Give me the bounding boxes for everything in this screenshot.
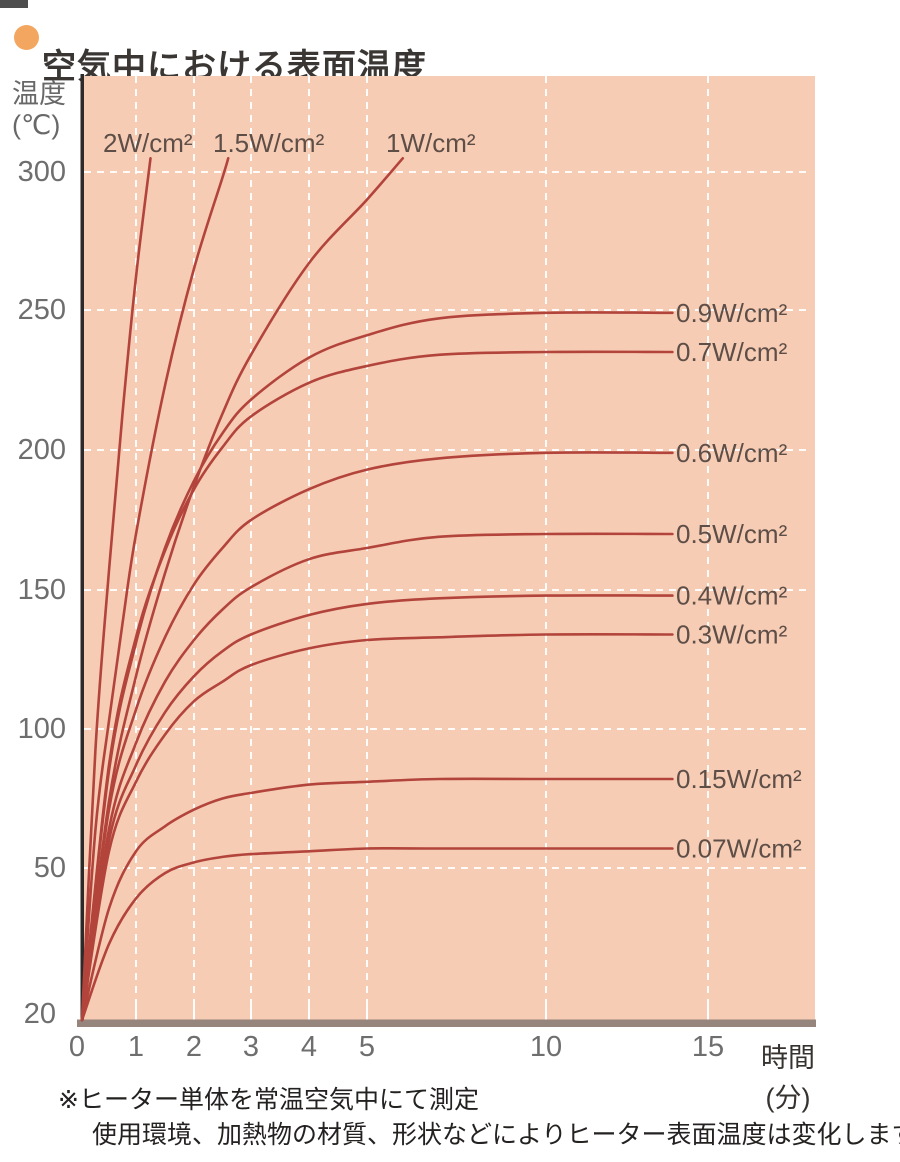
y-tick-label-50: 50 [34, 852, 66, 884]
curve-label-0-3w-cm: 0.3W/cm² [676, 619, 788, 649]
temp-curve-0-7w-cm [80, 350, 674, 1022]
title-bullet-icon [14, 25, 39, 50]
temp-curve-0-5w-cm [80, 532, 674, 1022]
x-axis-unit-label: 時間 [761, 1043, 815, 1073]
footnote-line-2: 使用環境、加熱物の材質、形状などによりヒーター表面温度は変化します。 [92, 1121, 900, 1149]
curve-label-2w-cm: 2W/cm² [103, 128, 193, 158]
temp-curve-0-07w-cm [80, 847, 674, 1022]
footnote-line-1: ※ヒーター単体を常温空気中にて測定 [58, 1086, 479, 1114]
screen-edge-artifact [0, 0, 28, 8]
curve-label-0-6w-cm: 0.6W/cm² [676, 438, 788, 468]
x-tick-mark-4 [308, 1006, 310, 1020]
temp-curve-1w-cm [80, 157, 405, 1022]
x-tick-mark-10 [545, 1006, 547, 1020]
curve-label-0-4w-cm: 0.4W/cm² [676, 581, 788, 611]
x-tick-label-5: 5 [359, 1031, 375, 1063]
curve-label-0-5w-cm: 0.5W/cm² [676, 519, 788, 549]
x-tick-mark-2 [193, 1006, 195, 1020]
y-tick-label-250: 250 [18, 294, 66, 326]
x-tick-label-10: 10 [530, 1031, 562, 1063]
x-axis-unit-minutes: (分) [765, 1083, 811, 1113]
y-tick-label-200: 200 [18, 434, 66, 466]
curve-label-0-9w-cm: 0.9W/cm² [676, 298, 788, 328]
x-tick-mark-15 [707, 1006, 709, 1020]
x-tick-mark-1 [135, 1006, 137, 1020]
curve-label-0-15w-cm: 0.15W/cm² [676, 764, 802, 794]
temp-curve-1-5w-cm [80, 157, 230, 1022]
temp-curve-0-15w-cm [80, 777, 674, 1022]
y-axis-unit-degrees: (℃) [12, 110, 61, 140]
x-tick-label-15: 15 [692, 1031, 724, 1063]
y-tick-label-20: 20 [24, 998, 56, 1030]
y-axis-unit-label: 温度 [12, 79, 66, 109]
curve-label-0-07w-cm: 0.07W/cm² [676, 834, 802, 864]
curve-label-1-5w-cm: 1.5W/cm² [213, 128, 325, 158]
x-tick-label-1: 1 [128, 1031, 144, 1063]
curve-label-0-7w-cm: 0.7W/cm² [676, 337, 788, 367]
y-axis-line [80, 74, 84, 1027]
y-tick-label-300: 300 [18, 156, 66, 188]
x-axis-baseline [77, 1019, 816, 1027]
x-tick-label-4: 4 [301, 1031, 317, 1063]
y-tick-label-150: 150 [18, 574, 66, 606]
temp-curve-2w-cm [80, 157, 152, 1022]
x-tick-mark-5 [366, 1006, 368, 1020]
x-tick-label-2: 2 [186, 1031, 202, 1063]
temp-curve-0-4w-cm [80, 594, 674, 1022]
x-tick-label-0: 0 [69, 1031, 85, 1063]
x-tick-label-3: 3 [243, 1031, 259, 1063]
y-tick-label-100: 100 [18, 713, 66, 745]
temp-curve-0-3w-cm [80, 632, 674, 1022]
temp-curve-0-6w-cm [80, 451, 674, 1022]
curve-label-1w-cm: 1W/cm² [386, 128, 476, 158]
x-tick-mark-3 [250, 1006, 252, 1020]
